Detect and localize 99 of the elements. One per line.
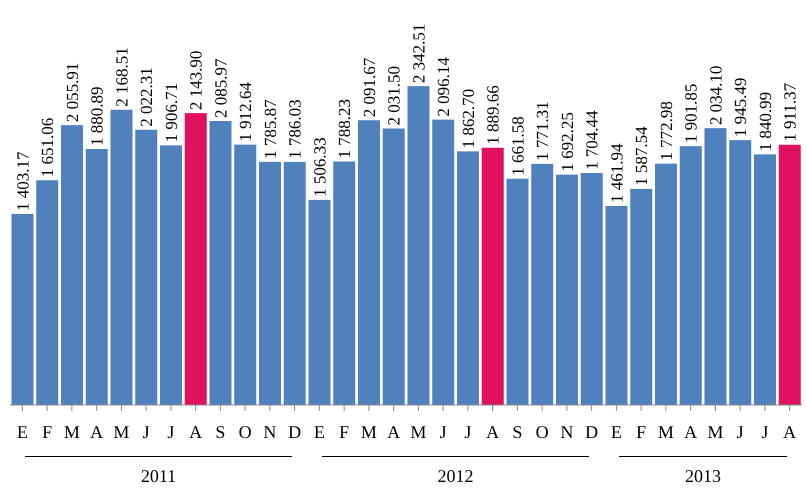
bar — [333, 162, 356, 405]
data-label: 2 022.31 — [137, 67, 156, 127]
data-label: 1 704.44 — [582, 110, 602, 170]
x-tick-label: N — [263, 422, 276, 442]
bar — [605, 206, 628, 405]
bar — [680, 146, 702, 405]
bar — [754, 154, 776, 405]
data-label: 1 901.85 — [682, 84, 701, 144]
x-tick-label: M — [410, 422, 426, 442]
bar — [11, 214, 34, 405]
data-label: 1 461.94 — [607, 142, 626, 203]
bar — [654, 164, 677, 405]
bar — [580, 172, 603, 405]
data-label: 1 906.71 — [162, 82, 181, 142]
data-label: 1 862.70 — [458, 88, 478, 148]
data-label: 1 771.31 — [533, 101, 552, 161]
x-tick-label: O — [536, 422, 549, 442]
x-tick-label: J — [761, 422, 768, 442]
data-label: 1 889.66 — [484, 85, 503, 145]
data-label: 1 945.49 — [731, 78, 750, 138]
bar — [358, 120, 380, 405]
x-tick-label: J — [142, 422, 150, 442]
data-label: 2 055.91 — [62, 62, 82, 122]
bar — [110, 110, 132, 405]
x-tick-label: J — [167, 422, 174, 442]
bar — [704, 128, 726, 405]
x-tick-label: F — [42, 422, 52, 442]
x-tick-label: D — [288, 422, 302, 442]
bar — [506, 178, 528, 405]
x-tick-label: M — [360, 422, 377, 442]
data-label: 1 506.33 — [310, 137, 330, 197]
x-tick-label: A — [684, 422, 698, 442]
bar — [482, 148, 504, 405]
x-tick-label: S — [215, 422, 226, 442]
data-label: 1 587.54 — [632, 126, 652, 186]
text: 2013 — [684, 466, 722, 487]
data-label: 2 168.51 — [112, 47, 132, 107]
x-tick-label: A — [189, 422, 202, 442]
data-label: 1 772.98 — [656, 101, 676, 161]
data-label: 1 786.03 — [286, 99, 305, 159]
bar — [209, 121, 232, 405]
data-label: 1 661.58 — [508, 116, 528, 176]
x-tick-label: A — [486, 422, 500, 442]
data-label: 1 785.87 — [260, 98, 280, 159]
bar — [778, 144, 801, 405]
data-label: 1 788.23 — [335, 99, 354, 159]
data-label: 2 091.67 — [360, 57, 379, 118]
bar — [531, 164, 554, 405]
data-label: 2 342.51 — [409, 24, 428, 84]
bar — [432, 120, 454, 405]
x-tick-label: N — [560, 422, 574, 442]
bar — [184, 113, 207, 405]
x-tick-label: D — [585, 422, 598, 442]
bar — [234, 144, 256, 405]
bar — [308, 200, 330, 405]
data-label: 2 031.50 — [384, 66, 404, 126]
bar — [86, 148, 108, 405]
text: 2012 — [436, 466, 474, 487]
bar — [630, 188, 652, 405]
x-tick-label: A — [783, 422, 796, 442]
data-label: 1 840.99 — [756, 92, 775, 152]
data-label: 1 651.06 — [38, 118, 58, 178]
bar — [60, 125, 83, 405]
x-tick-label: J — [464, 422, 472, 442]
bar — [258, 162, 281, 405]
data-label: 1 912.64 — [236, 82, 256, 142]
bar — [284, 162, 306, 405]
data-label: 2 085.97 — [211, 58, 230, 118]
data-label: 1 911.37 — [780, 82, 800, 142]
data-label: 1 403.17 — [13, 150, 32, 211]
data-label: 2 143.90 — [186, 50, 206, 110]
x-tick-label: F — [636, 422, 646, 442]
x-tick-label: S — [512, 422, 522, 442]
x-tick-label: E — [314, 422, 325, 442]
data-label: 2 096.14 — [434, 56, 454, 117]
x-tick-label: A — [387, 422, 400, 442]
data-label: 1 692.25 — [558, 112, 577, 172]
data-label: 2 034.10 — [706, 66, 726, 126]
x-tick-label: M — [113, 422, 130, 442]
bar — [456, 151, 479, 405]
bar — [556, 174, 578, 405]
bar — [135, 130, 158, 405]
x-tick-label: M — [707, 422, 724, 442]
text: 2011 — [140, 466, 178, 487]
x-tick-label: J — [736, 422, 744, 442]
bar — [407, 86, 430, 405]
x-tick-label: A — [90, 422, 104, 442]
x-tick-label: E — [16, 422, 28, 442]
bar — [160, 145, 182, 405]
x-tick-label: O — [238, 422, 252, 442]
x-tick-label: M — [64, 422, 80, 442]
bar — [36, 180, 58, 405]
x-tick-label: E — [610, 422, 622, 442]
x-tick-label: F — [339, 422, 350, 442]
bar — [729, 140, 752, 405]
data-label: 1 880.89 — [88, 86, 107, 146]
bar — [382, 128, 405, 405]
x-tick-label: J — [440, 422, 447, 442]
x-tick-label: M — [658, 422, 674, 442]
